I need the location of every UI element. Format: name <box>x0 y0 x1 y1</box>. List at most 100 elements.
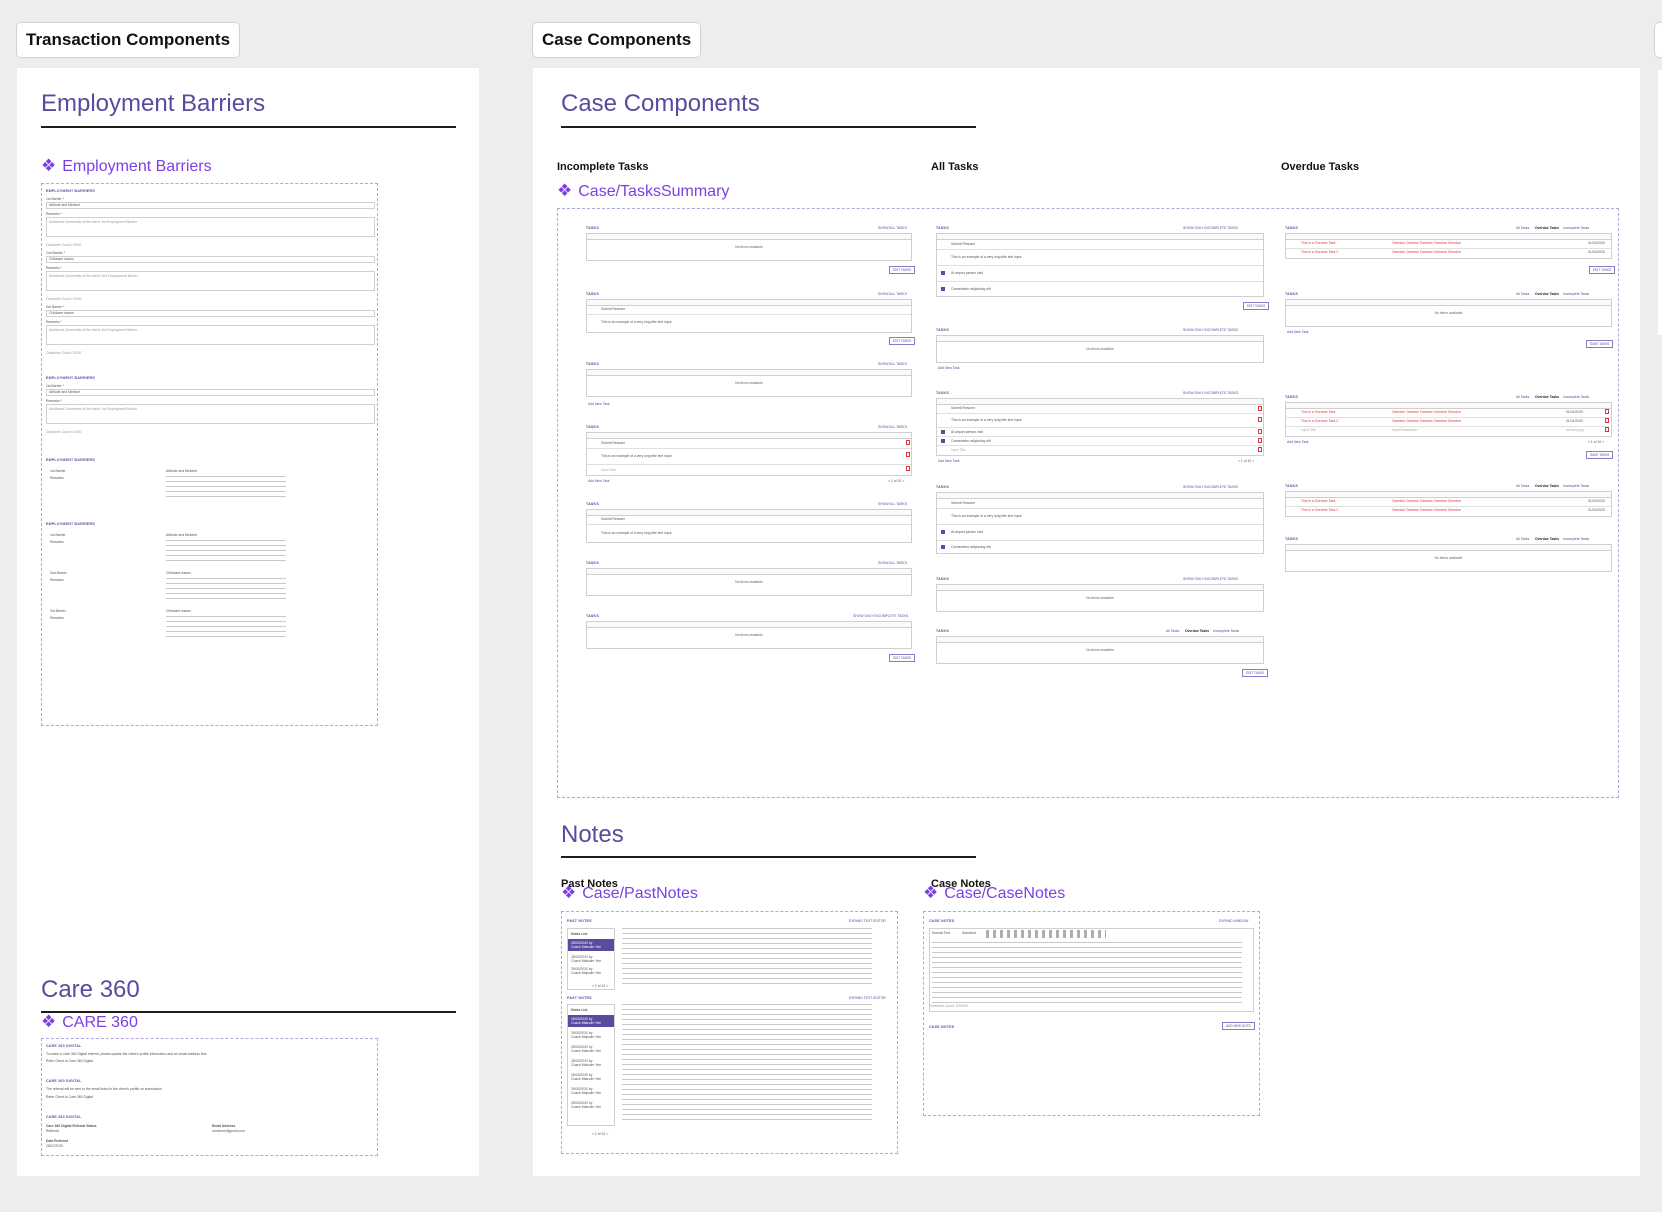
show-incomplete-link[interactable]: SHOW ONLY INCOMPLETE TASKS <box>1183 485 1239 489</box>
add-task-link[interactable]: Add New Task <box>938 366 960 370</box>
add-task-link[interactable]: Add New Task <box>938 459 960 463</box>
next-frame-tab-edge[interactable] <box>1654 22 1662 58</box>
add-task-link[interactable]: Add New Task <box>588 402 610 406</box>
done-checkbox[interactable] <box>941 439 945 443</box>
expand-editor-link[interactable]: EXPAND TEXT EDITOR <box>849 919 886 923</box>
filter-incomplete-link[interactable]: Incomplete Tasks <box>1563 395 1590 399</box>
edit-tasks-button[interactable]: EDIT TASKS <box>889 266 916 274</box>
pager[interactable]: < 1 of 10 > <box>1588 440 1605 444</box>
barrier1-select[interactable] <box>46 202 375 209</box>
remarks2-textarea[interactable] <box>46 271 375 291</box>
edit-tasks-button[interactable]: EDIT TASKS <box>1243 302 1270 310</box>
delete-icon[interactable] <box>1605 427 1609 432</box>
task-title: This is an example of a very long title … <box>601 454 672 458</box>
input-title-placeholder[interactable]: Input Title <box>951 448 966 452</box>
filter-incomplete-link[interactable]: Incomplete Tasks <box>1563 537 1590 541</box>
save-tasks-button[interactable]: SAVE TASKS <box>1586 340 1614 348</box>
show-all-link[interactable]: SHOW ALL TASKS <box>878 425 907 429</box>
done-checkbox[interactable] <box>941 530 945 534</box>
filter-overdue-link[interactable]: Overdue Tasks <box>1535 395 1560 399</box>
input-date-placeholder[interactable]: dd/mm/yyyy <box>1566 428 1585 432</box>
tasks-label: TASKS <box>936 328 949 332</box>
done-checkbox[interactable] <box>941 287 945 291</box>
delete-icon[interactable] <box>1258 438 1262 443</box>
notes-list[interactable]: Notes List 28/02/2020 by Coach Malcolm Y… <box>567 1004 615 1126</box>
expand-editor-link[interactable]: EXPAND TEXT EDITOR <box>849 996 886 1000</box>
input-title-placeholder[interactable]: Input Title <box>601 468 616 472</box>
show-all-link[interactable]: SHOW ALL TASKS <box>878 362 907 366</box>
show-incomplete-link[interactable]: SHOW ONLY INCOMPLETE TASKS <box>853 614 909 618</box>
care360-option[interactable]: Refer Client to Care 360 Digital <box>46 1095 93 1099</box>
input-desc-placeholder[interactable]: Input Description <box>1392 428 1418 432</box>
delete-icon[interactable] <box>1258 447 1262 452</box>
pager[interactable]: < 1 of 10 > <box>1238 459 1255 463</box>
filter-overdue-link[interactable]: Overdue Tasks <box>1535 537 1560 541</box>
filter-incomplete-link[interactable]: Incomplete Tasks <box>1563 292 1590 296</box>
done-checkbox[interactable] <box>941 271 945 275</box>
expand-window-link[interactable]: EXPAND WINDOW <box>1219 919 1249 923</box>
filter-overdue-link[interactable]: Overdue Tasks <box>1535 226 1560 230</box>
add-task-link[interactable]: Add New Task <box>1287 440 1309 444</box>
note-date: 28/02/2020 by <box>571 1101 593 1105</box>
filter-incomplete-link[interactable]: Incomplete Tasks <box>1563 226 1590 230</box>
add-task-link[interactable]: Add New Task <box>1287 330 1309 334</box>
barrier3-select[interactable] <box>46 310 375 317</box>
care360-option[interactable]: Refer Client to Care 360 Digital <box>46 1059 93 1063</box>
add-task-link[interactable]: Add New Task <box>588 479 610 483</box>
filter-all-link[interactable]: All Tasks <box>1516 395 1530 399</box>
frame-tab-transaction[interactable]: Transaction Components <box>16 22 241 58</box>
show-all-link[interactable]: SHOW ALL TASKS <box>878 502 907 506</box>
barrier2-select[interactable] <box>46 256 375 263</box>
remarks-textarea[interactable] <box>46 404 375 424</box>
filter-all-link[interactable]: All Tasks <box>1516 537 1530 541</box>
filter-overdue-link[interactable]: Overdue Tasks <box>1535 292 1560 296</box>
edit-tasks-button[interactable]: EDIT TASKS <box>1242 669 1269 677</box>
done-checkbox[interactable] <box>941 545 945 549</box>
filter-overdue-link[interactable]: Overdue Tasks <box>1185 629 1210 633</box>
pager[interactable]: < 1 of 10 > <box>592 984 609 988</box>
show-incomplete-link[interactable]: SHOW ONLY INCOMPLETE TASKS <box>1183 328 1239 332</box>
show-incomplete-link[interactable]: SHOW ONLY INCOMPLETE TASKS <box>1183 577 1239 581</box>
font-select[interactable]: Standard <box>962 931 976 935</box>
remarks3-textarea[interactable] <box>46 325 375 345</box>
delete-icon[interactable] <box>1605 409 1609 414</box>
input-title-placeholder[interactable]: Input Title <box>1301 428 1316 432</box>
done-checkbox[interactable] <box>941 430 945 434</box>
delete-icon[interactable] <box>906 452 910 457</box>
filter-all-link[interactable]: All Tasks <box>1516 292 1530 296</box>
edit-tasks-button[interactable]: EDIT TASKS <box>889 337 916 345</box>
selected-note[interactable] <box>568 1015 614 1027</box>
frame-tab-case[interactable]: Case Components <box>532 22 702 58</box>
delete-icon[interactable] <box>1605 418 1609 423</box>
show-all-link[interactable]: SHOW ALL TASKS <box>878 226 907 230</box>
delete-icon[interactable] <box>1258 417 1262 422</box>
editor-toolbar[interactable] <box>986 930 1106 938</box>
filter-incomplete-link[interactable]: Incomplete Tasks <box>1563 484 1590 488</box>
show-incomplete-link[interactable]: SHOW ONLY INCOMPLETE TASKS <box>1183 391 1239 395</box>
text-style-select[interactable]: Normal Text <box>932 931 951 935</box>
selected-note[interactable] <box>568 939 614 951</box>
delete-icon[interactable] <box>1258 429 1262 434</box>
save-tasks-button[interactable]: SAVE TASKS <box>1586 451 1614 459</box>
filter-all-link[interactable]: All Tasks <box>1516 226 1530 230</box>
filter-incomplete-link[interactable]: Incomplete Tasks <box>1213 629 1240 633</box>
show-all-link[interactable]: SHOW ALL TASKS <box>878 561 907 565</box>
show-incomplete-link[interactable]: SHOW ONLY INCOMPLETE TASKS <box>1183 226 1239 230</box>
pager[interactable]: < 1 of 10 > <box>592 1132 609 1136</box>
notes-list[interactable]: Notes List 28/02/2020 by Coach Malcolm Y… <box>567 928 615 990</box>
edit-tasks-button[interactable]: EDIT TASKS <box>1589 266 1616 274</box>
add-note-button[interactable]: ADD NEW NOTE <box>1222 1022 1255 1030</box>
pager[interactable]: < 1 of 10 > <box>888 479 905 483</box>
remarks1-textarea[interactable] <box>46 217 375 237</box>
filter-all-link[interactable]: All Tasks <box>1516 484 1530 488</box>
edit-tasks-button[interactable]: EDIT TASKS <box>889 654 916 662</box>
delete-icon[interactable] <box>906 440 910 445</box>
delete-icon[interactable] <box>1258 406 1262 411</box>
filter-overdue-link[interactable]: Overdue Tasks <box>1535 484 1560 488</box>
component-diamond-icon: ❖ <box>923 883 939 902</box>
filter-all-link[interactable]: All Tasks <box>1166 629 1180 633</box>
delete-icon[interactable] <box>906 466 910 471</box>
show-all-link[interactable]: SHOW ALL TASKS <box>878 292 907 296</box>
barrier-select[interactable] <box>46 389 375 396</box>
tasks-label: TASKS <box>936 485 949 489</box>
